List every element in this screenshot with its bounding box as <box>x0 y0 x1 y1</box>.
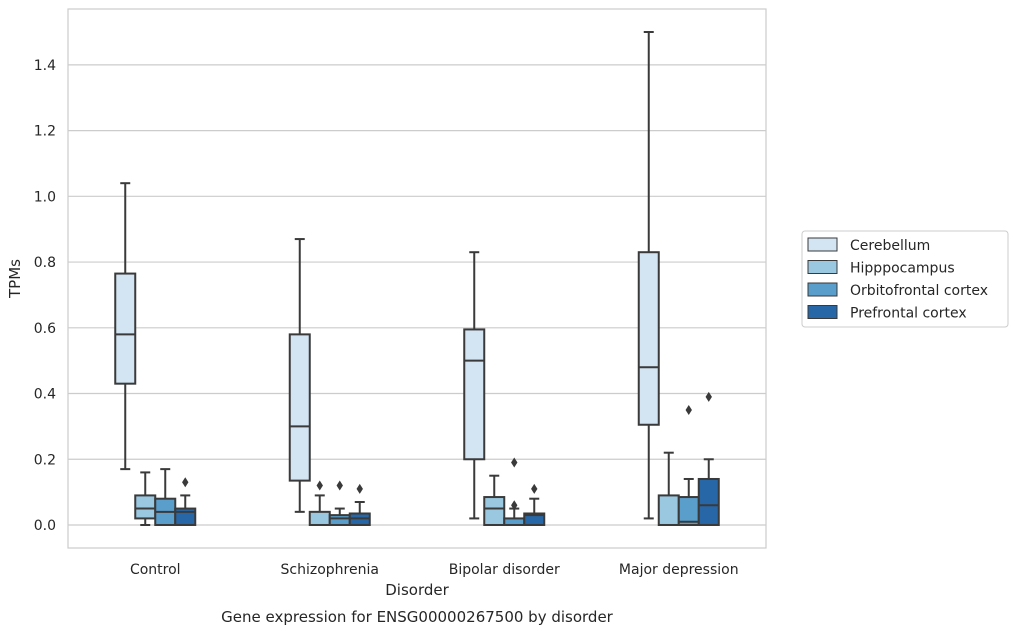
box-1-2 <box>328 480 351 526</box>
x-tick-label: Schizophrenia <box>281 562 379 578</box>
box-1-3 <box>348 483 371 526</box>
y-axis-label: TPMs <box>6 259 24 299</box>
x-tick-label: Bipolar disorder <box>449 562 560 578</box>
y-tick-label: 0.6 <box>34 321 56 337</box>
legend-label: Prefrontal cortex <box>850 306 967 322</box>
y-tick-label: 1.2 <box>34 124 56 140</box>
box-3-1 <box>657 451 680 526</box>
legend-label: Orbitofrontal cortex <box>850 283 988 299</box>
y-tick-label: 0.0 <box>34 518 56 534</box>
outlier-point <box>705 391 712 402</box>
x-axis-ticks: Control Schizophrenia Bipolar disorder Majo… <box>130 562 739 578</box>
box-2-2 <box>503 457 526 526</box>
legend-label: Cerebellum <box>850 238 930 254</box>
legend-swatch <box>807 260 838 274</box>
box-0-1 <box>134 471 157 526</box>
box-0-3 <box>174 477 197 526</box>
box-0-2 <box>154 468 177 526</box>
legend-swatch <box>807 305 838 319</box>
outlier-point <box>511 457 518 468</box>
box-2-1 <box>483 474 506 526</box>
x-tick-label: Major depression <box>619 562 739 578</box>
legend-swatch <box>807 237 838 252</box>
legend-items: Cerebellum Hipppocampus Orbitofrontal cort… <box>807 237 988 322</box>
box-body <box>637 251 660 426</box>
chart-caption: Gene expression for ENSG00000267500 by d… <box>221 608 614 626</box>
box-body <box>288 333 311 482</box>
box-2-0 <box>463 251 486 520</box>
legend-frame <box>801 230 1009 328</box>
outlier-point <box>316 480 323 491</box>
y-tick-label: 1.4 <box>34 58 56 74</box>
outlier-point <box>511 500 518 511</box>
box-3-3 <box>697 391 720 526</box>
box-body <box>657 494 680 526</box>
box-3-2 <box>677 404 700 526</box>
outlier-point <box>336 480 343 491</box>
x-axis-label: Disorder <box>385 581 449 599</box>
y-tick-label: 0.8 <box>34 255 56 271</box>
legend-label: Hipppocampus <box>850 261 955 277</box>
outlier-point <box>356 483 363 494</box>
outlier-point <box>531 483 538 494</box>
legend-swatch <box>807 282 838 297</box>
box-body <box>523 512 546 526</box>
boxes <box>114 31 720 526</box>
box-body <box>114 272 137 385</box>
box-body <box>328 514 351 526</box>
box-3-0 <box>637 31 660 520</box>
box-body <box>697 477 720 526</box>
box-body <box>134 494 157 520</box>
plot-area-frame <box>67 8 767 549</box>
box-1-1 <box>308 480 331 526</box>
grid-lines <box>68 64 766 526</box>
box-body <box>463 328 486 461</box>
x-tick-label: Control <box>130 562 181 578</box>
y-tick-label: 0.4 <box>34 387 56 403</box>
legend: Cerebellum Hipppocampus Orbitofrontal cort… <box>801 230 1009 328</box>
outlier-point <box>182 477 189 488</box>
y-tick-label: 1.0 <box>34 189 56 205</box>
y-tick-label: 0.2 <box>34 452 56 468</box>
y-axis-ticks: 0.0 0.2 0.4 0.6 0.8 1.0 1.2 1.4 <box>34 58 56 534</box>
outlier-point <box>685 404 692 415</box>
box-body <box>483 496 506 526</box>
box-0-0 <box>114 182 137 471</box>
box-2-3 <box>523 483 546 526</box>
box-1-0 <box>288 238 311 513</box>
box-body <box>308 510 331 526</box>
